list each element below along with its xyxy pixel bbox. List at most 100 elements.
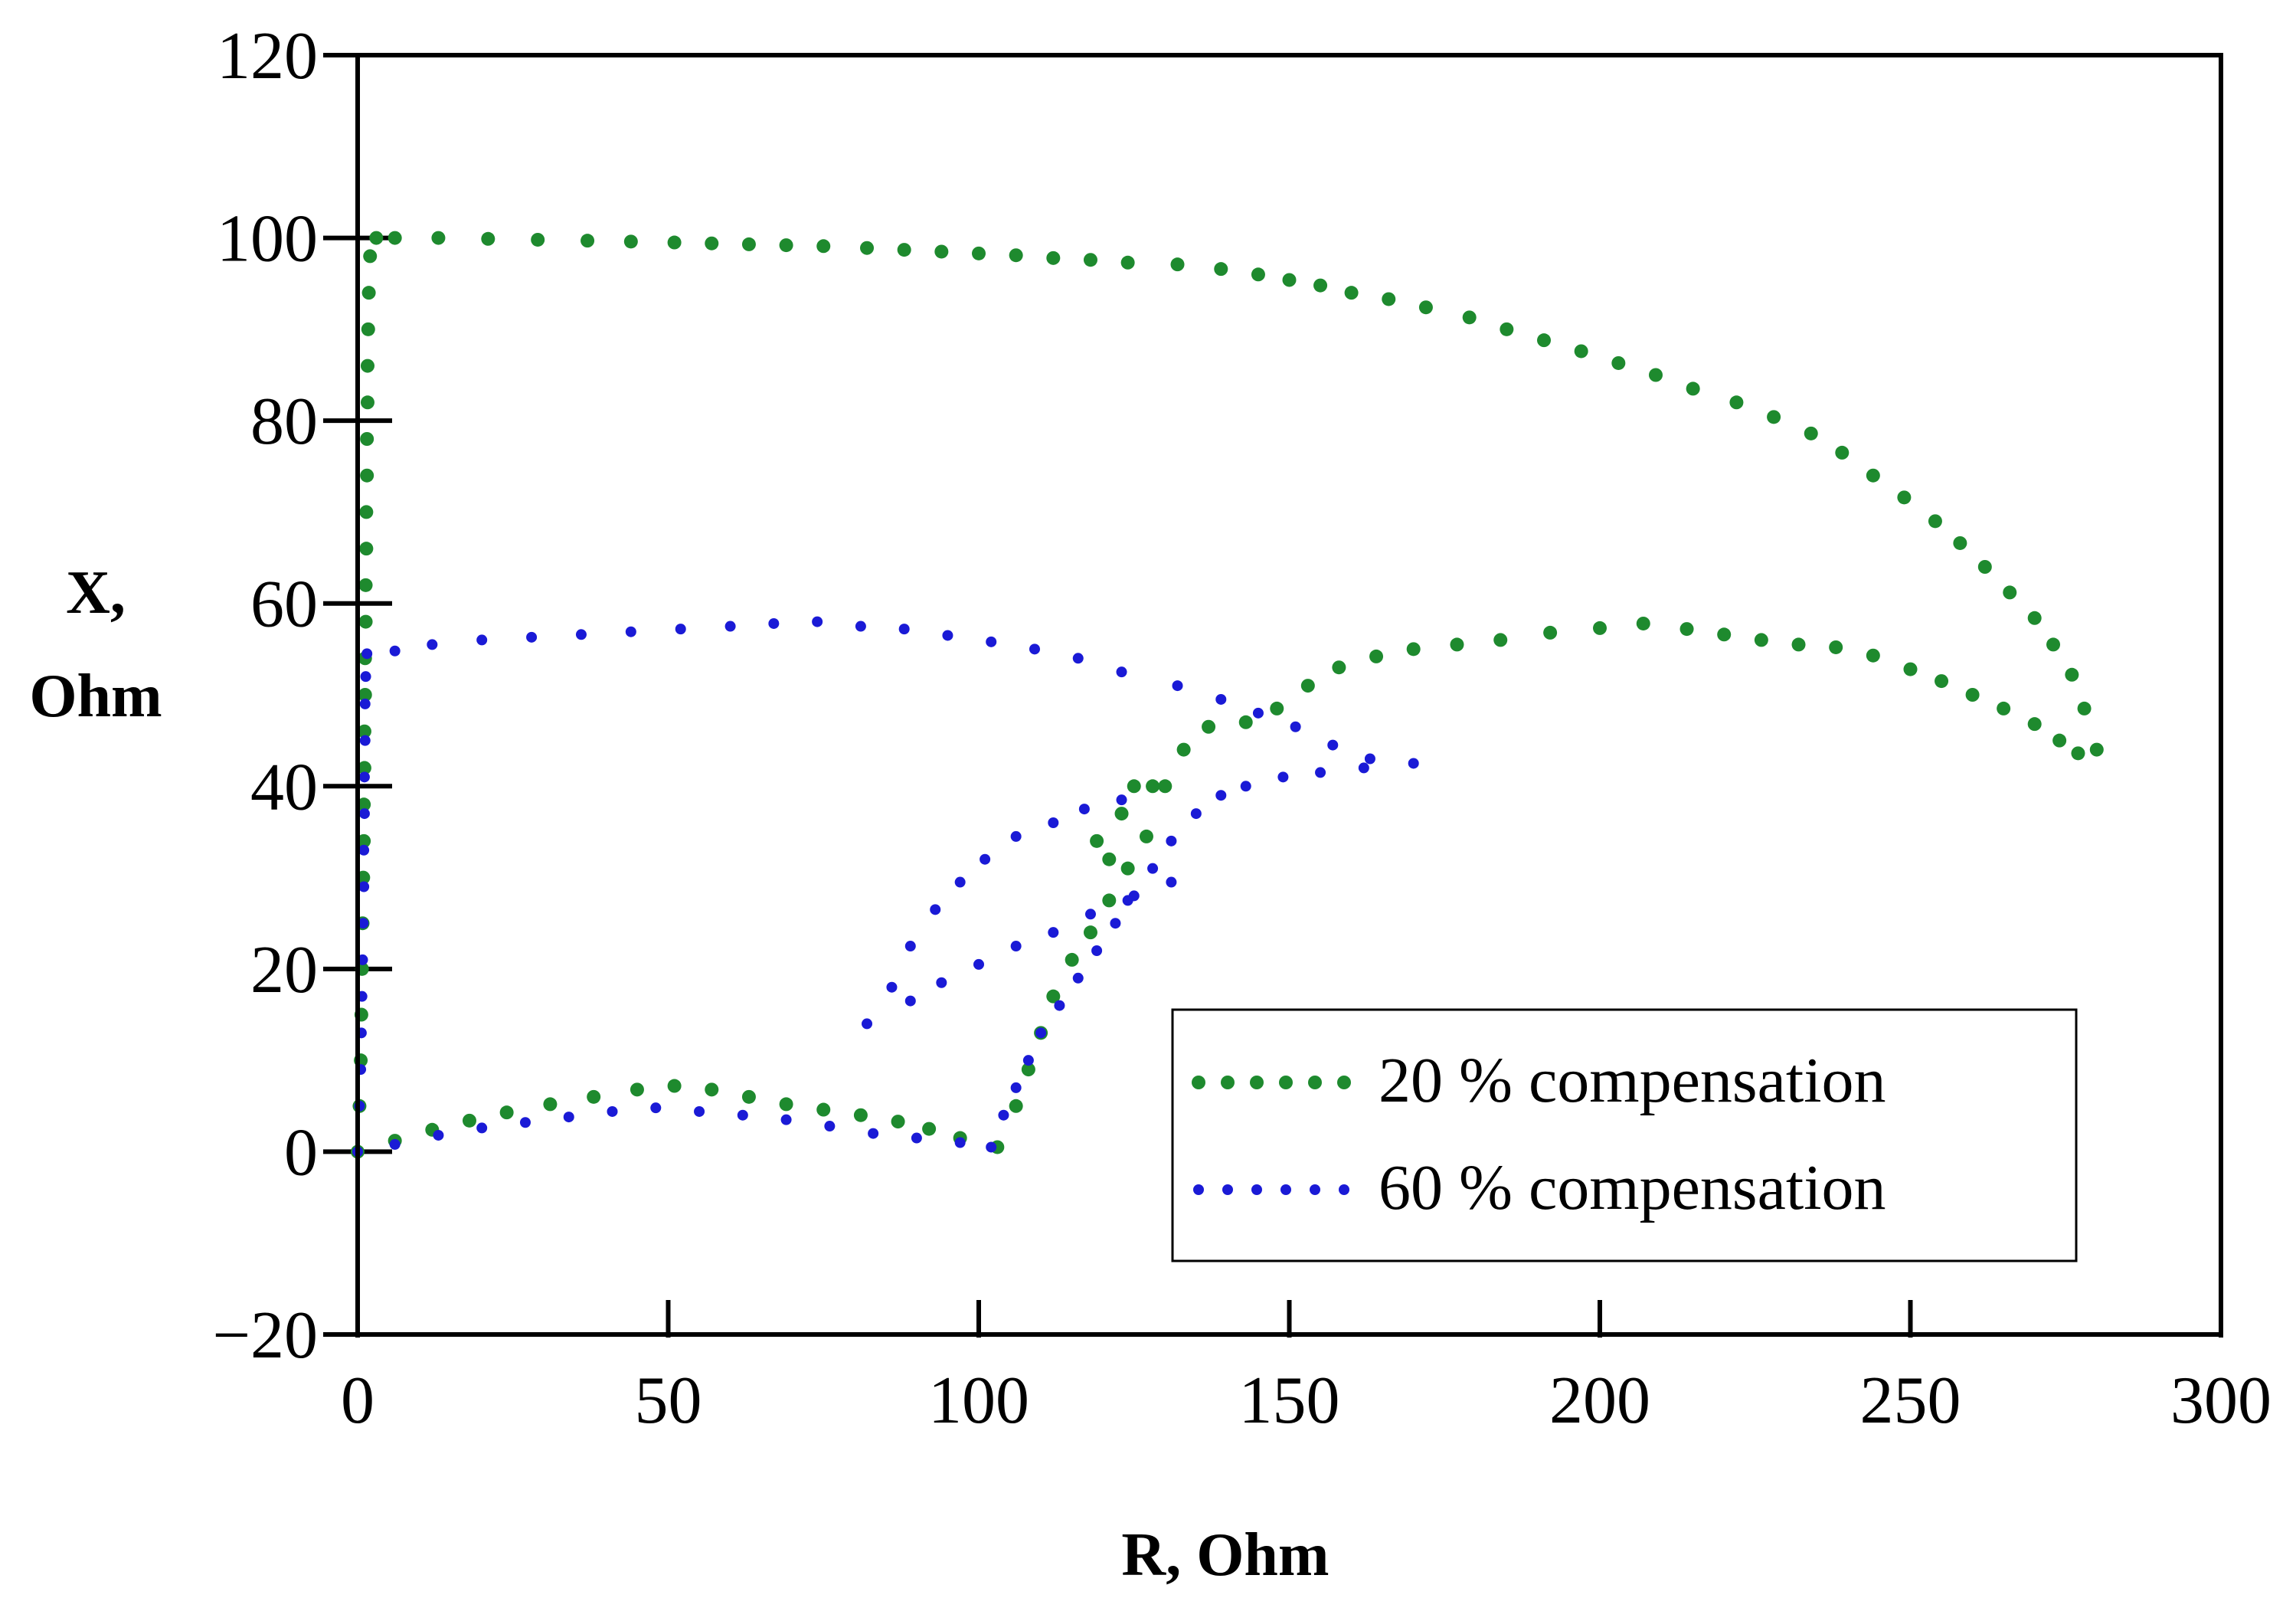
data-point bbox=[853, 1108, 868, 1122]
data-point bbox=[1611, 355, 1626, 370]
data-point bbox=[360, 468, 374, 483]
x-tick-label: 100 bbox=[928, 1364, 1029, 1438]
data-point bbox=[1290, 721, 1301, 732]
data-point bbox=[1021, 1063, 1035, 1077]
data-point bbox=[1252, 707, 1264, 719]
data-point bbox=[1009, 248, 1023, 263]
data-point bbox=[2027, 611, 2042, 625]
data-point bbox=[1344, 286, 1359, 300]
data-point bbox=[779, 238, 793, 253]
data-point bbox=[358, 771, 370, 783]
data-point bbox=[1120, 255, 1135, 270]
data-point bbox=[1010, 941, 1022, 952]
data-point bbox=[1866, 468, 1880, 483]
data-point bbox=[1215, 790, 1227, 801]
data-point bbox=[705, 236, 719, 251]
data-point bbox=[1110, 918, 1121, 929]
data-point bbox=[427, 639, 438, 650]
data-point bbox=[433, 1129, 444, 1141]
data-point bbox=[1897, 490, 1912, 505]
data-point bbox=[581, 234, 595, 248]
data-point bbox=[1010, 830, 1022, 842]
data-point bbox=[587, 1089, 601, 1104]
data-point bbox=[630, 1082, 644, 1097]
data-point bbox=[2077, 701, 2092, 715]
data-point bbox=[1116, 666, 1127, 678]
data-point bbox=[431, 231, 446, 245]
data-point bbox=[543, 1097, 558, 1112]
legend-dot bbox=[1279, 1076, 1293, 1089]
data-point bbox=[1065, 952, 1079, 967]
data-point bbox=[499, 1105, 514, 1120]
data-point bbox=[1686, 381, 1700, 396]
legend-dot bbox=[1337, 1076, 1351, 1089]
x-axis-ticks: 0 50 100 150 200 250 300 bbox=[341, 1300, 2271, 1438]
x-axis-title: R, Ohm bbox=[1121, 1521, 1329, 1589]
data-point bbox=[860, 241, 875, 255]
data-point bbox=[886, 981, 898, 993]
data-point bbox=[1903, 662, 1918, 676]
data-point bbox=[1054, 1000, 1065, 1011]
data-point bbox=[1102, 852, 1117, 866]
x-tick-label: 0 bbox=[341, 1364, 374, 1438]
legend-marker-60 bbox=[1193, 1184, 1349, 1195]
data-point bbox=[1593, 621, 1607, 635]
data-point bbox=[625, 626, 636, 637]
data-point bbox=[1114, 807, 1129, 821]
data-point bbox=[980, 853, 991, 865]
legend-dot bbox=[1310, 1184, 1320, 1195]
data-point bbox=[972, 246, 986, 260]
data-point bbox=[360, 395, 374, 410]
data-point bbox=[1022, 1055, 1034, 1066]
data-point bbox=[922, 1122, 937, 1136]
data-point bbox=[357, 797, 371, 812]
data-point bbox=[1406, 642, 1421, 657]
data-point bbox=[1120, 861, 1135, 876]
legend: 20 % compensation 60 % compensation bbox=[1171, 1008, 2078, 1262]
x-tick-label: 300 bbox=[2170, 1364, 2271, 1438]
y-axis-title-line2: Ohm bbox=[29, 663, 162, 730]
data-point bbox=[531, 232, 545, 247]
data-point bbox=[1965, 688, 1980, 702]
data-point bbox=[1214, 262, 1228, 277]
y-tick-label: 100 bbox=[217, 202, 318, 277]
data-point bbox=[462, 1113, 476, 1128]
data-point bbox=[855, 621, 866, 632]
data-point bbox=[575, 629, 587, 640]
data-point bbox=[897, 243, 911, 257]
data-point bbox=[1717, 627, 1732, 642]
data-point bbox=[1829, 640, 1843, 654]
data-point bbox=[1046, 989, 1061, 1004]
data-point bbox=[359, 698, 371, 709]
data-point bbox=[1953, 535, 1967, 550]
data-point bbox=[1146, 779, 1160, 794]
data-point bbox=[737, 1109, 748, 1121]
data-point bbox=[1382, 292, 1396, 306]
data-point bbox=[358, 808, 370, 820]
data-point bbox=[363, 249, 378, 264]
data-point bbox=[1791, 637, 1806, 652]
data-point bbox=[1166, 876, 1177, 888]
data-point bbox=[1127, 779, 1141, 794]
data-point bbox=[741, 1089, 756, 1104]
data-point bbox=[1997, 701, 2011, 715]
y-tick-label: 40 bbox=[250, 750, 318, 824]
legend-dot bbox=[1280, 1184, 1291, 1195]
data-point bbox=[816, 239, 831, 254]
data-point bbox=[1083, 925, 1097, 940]
data-point bbox=[1147, 863, 1159, 874]
data-point bbox=[361, 286, 376, 300]
data-point bbox=[911, 1132, 922, 1144]
data-point bbox=[1537, 333, 1552, 348]
data-point bbox=[358, 688, 372, 702]
data-point bbox=[388, 231, 402, 245]
data-point bbox=[360, 359, 374, 373]
data-point bbox=[358, 578, 373, 592]
data-point bbox=[1190, 808, 1202, 820]
data-point bbox=[942, 630, 953, 641]
data-point bbox=[2046, 637, 2061, 652]
data-point bbox=[1462, 310, 1477, 325]
legend-dot bbox=[1221, 1076, 1235, 1089]
y-tick-label: 60 bbox=[250, 568, 318, 642]
data-point bbox=[2065, 667, 2079, 682]
